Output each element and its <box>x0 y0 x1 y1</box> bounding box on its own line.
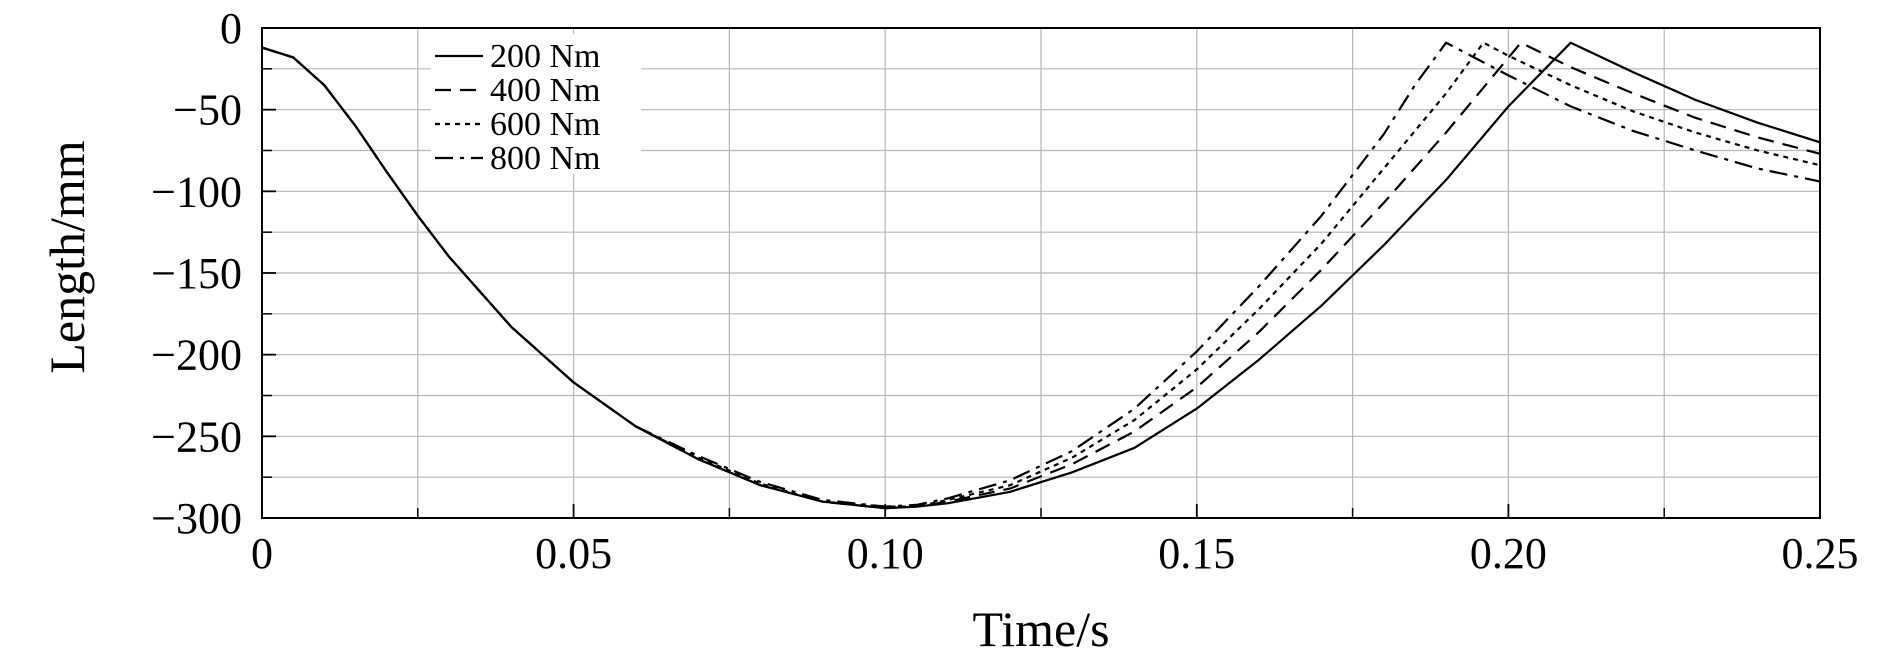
y-tick-label: −150 <box>151 249 242 298</box>
y-tick-label: −200 <box>151 331 242 380</box>
legend-label-1: 200 Nm <box>490 38 601 75</box>
y-tick-label: −100 <box>151 167 242 216</box>
y-tick-label: −300 <box>151 494 242 543</box>
x-tick-label: 0 <box>251 529 273 578</box>
y-tick-label: −50 <box>173 86 242 135</box>
legend-box <box>431 34 641 174</box>
y-tick-label: 0 <box>220 4 242 53</box>
x-tick-label: 0.10 <box>847 529 924 578</box>
series-lines <box>261 41 1821 510</box>
x-tick-label: 0.15 <box>1158 529 1235 578</box>
legend-label-2: 400 Nm <box>490 72 601 109</box>
y-axis-title: Length/mm <box>39 140 95 373</box>
y-tick-label: −250 <box>151 412 242 461</box>
axis-ticks: 0 0.05 0.10 0.15 0.20 0.25 0 −50 −100 −150 −200 −25… <box>151 4 1858 578</box>
x-tick-label: 0.20 <box>1470 529 1547 578</box>
x-tick-label: 0.25 <box>1782 529 1859 578</box>
x-axis-title: Time/s <box>972 601 1109 657</box>
x-tick-label: 0.05 <box>535 529 612 578</box>
series-line-4 <box>261 41 1821 508</box>
legend-label-4: 800 Nm <box>490 140 601 177</box>
legend-label-3: 600 Nm <box>490 106 601 143</box>
